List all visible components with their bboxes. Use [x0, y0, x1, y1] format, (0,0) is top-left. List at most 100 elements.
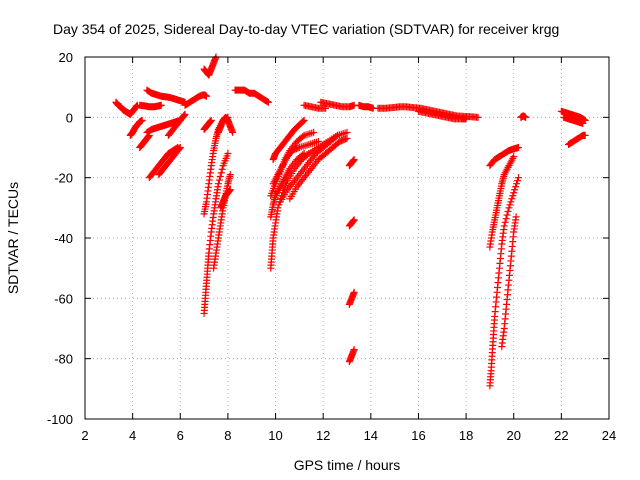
data-point	[509, 192, 517, 200]
data-series-arc-17	[217, 186, 234, 212]
data-point	[522, 113, 530, 121]
data-point	[506, 201, 514, 209]
data-series-arc-10	[181, 91, 210, 109]
data-point	[511, 186, 519, 194]
data-point	[350, 346, 358, 354]
data-series-arc-12	[200, 116, 215, 133]
data-point	[505, 204, 513, 212]
data-series-arc-27	[317, 98, 358, 111]
data-point	[264, 98, 272, 106]
data-point	[181, 110, 189, 118]
y-tick-label: -80	[54, 352, 73, 367]
y-tick-label: -60	[54, 291, 73, 306]
data-point	[510, 153, 518, 161]
data-point	[226, 186, 234, 194]
x-tick-label: 20	[506, 428, 520, 443]
data-series-arc-37	[486, 153, 518, 251]
data-point	[310, 128, 318, 136]
data-point	[342, 135, 350, 143]
data-point	[138, 116, 146, 124]
data-point	[299, 117, 307, 125]
grid-lines	[85, 57, 609, 419]
x-tick-label: 10	[268, 428, 282, 443]
data-series-arc-29	[345, 156, 358, 170]
data-point	[214, 180, 222, 188]
data-point	[514, 144, 522, 151]
data-point	[350, 156, 358, 164]
x-tick-label: 14	[364, 428, 378, 443]
data-series-arc-13	[200, 150, 232, 317]
data-point	[512, 213, 520, 221]
x-tick-label: 6	[177, 428, 184, 443]
data-point	[176, 144, 184, 151]
data-series-arc-31	[345, 288, 358, 308]
data-series-arc-26	[295, 128, 351, 164]
data-point	[157, 101, 165, 109]
data-series-arc-34	[374, 103, 482, 121]
data-point	[343, 134, 351, 142]
data-point	[581, 131, 589, 139]
x-tick-label: 18	[459, 428, 473, 443]
data-point	[510, 189, 518, 197]
data-point	[503, 211, 511, 219]
data-point	[215, 176, 223, 184]
x-tick-label: 4	[129, 428, 136, 443]
data-point	[229, 128, 237, 136]
y-tick-label: 20	[59, 50, 73, 65]
data-series-arc-33	[355, 101, 377, 112]
data-point	[294, 144, 302, 152]
data-series-arc-25	[286, 134, 351, 203]
data-point	[512, 183, 520, 191]
data-series-arc-39	[498, 213, 520, 351]
data-point	[504, 207, 512, 215]
data-point	[514, 174, 522, 182]
data-series-arc-38	[486, 144, 522, 170]
data-series-arc-42	[560, 113, 587, 127]
data-series-arc-40	[517, 112, 530, 121]
data-point	[507, 198, 515, 206]
data-point	[218, 165, 226, 173]
y-tick-label: 0	[66, 110, 73, 125]
data-point	[202, 92, 210, 100]
data-point	[226, 171, 234, 179]
data-point	[350, 288, 358, 296]
data-series-arc-1	[112, 98, 141, 118]
data-series-arc-8	[155, 144, 184, 179]
data-series-arc-6	[143, 86, 189, 106]
data-point	[314, 137, 322, 145]
y-tick-label: -20	[54, 171, 73, 186]
y-tick-label: -40	[54, 231, 73, 246]
x-tick-label: 24	[602, 428, 616, 443]
data-series-arc-11	[200, 53, 220, 79]
data-point	[474, 113, 482, 121]
data-series-arc-43	[565, 131, 589, 148]
x-tick-label: 16	[411, 428, 425, 443]
data-point	[300, 116, 308, 124]
plot-frame	[84, 56, 610, 420]
data-point	[217, 169, 225, 177]
data-point	[513, 180, 521, 188]
chart-title: Day 354 of 2025, Sidereal Day-to-day VTE…	[53, 21, 559, 37]
y-axis-label: SDTVAR / TECUs	[5, 182, 21, 294]
data-series-arc-18	[231, 86, 272, 106]
x-tick-label: 22	[554, 428, 568, 443]
data-point	[501, 218, 509, 226]
data-series-arc-5	[136, 101, 165, 111]
data-point	[274, 204, 282, 212]
data-point	[216, 172, 224, 180]
data-point	[263, 98, 271, 106]
data-point	[579, 119, 587, 127]
data-point	[502, 215, 510, 223]
data-series-arc-32	[345, 346, 358, 366]
x-axis-label: GPS time / hours	[294, 457, 401, 473]
data-series-arc-2	[126, 116, 146, 139]
data-series-arc-22	[269, 137, 322, 188]
data-series-arc-28	[300, 101, 330, 112]
data-point	[207, 116, 215, 124]
data-series-arc-23	[269, 116, 308, 164]
data-point	[514, 177, 522, 185]
y-tick-label: -100	[47, 412, 73, 427]
data-series-arc-3	[136, 131, 153, 151]
